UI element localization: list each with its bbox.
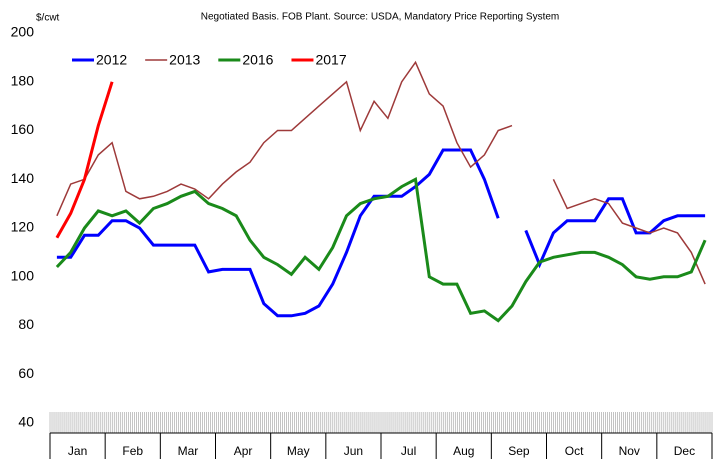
y-tick-label: 160 (11, 121, 35, 137)
legend-label: 2017 (315, 52, 346, 68)
y-tick-label: 180 (11, 72, 35, 88)
chart-title: Negotiated Basis. FOB Plant. Source: USD… (201, 12, 560, 23)
legend-label: 2016 (242, 52, 273, 68)
y-tick-label: 60 (18, 365, 34, 381)
y-tick-label: 40 (18, 414, 34, 430)
legend-label: 2013 (169, 52, 200, 68)
y-tick-label: 80 (18, 316, 34, 332)
series-line (552, 178, 706, 285)
y-tick-label: 200 (11, 24, 35, 40)
y-tick-label: 120 (11, 219, 35, 235)
legend-label: 2012 (96, 52, 127, 68)
x-tick-label: Dec (674, 444, 695, 458)
x-tick-label: May (287, 444, 310, 458)
series-line (55, 176, 707, 323)
y-tick-label: 100 (11, 267, 35, 283)
x-tick-label: Mar (178, 444, 199, 458)
x-tick-label: Apr (234, 444, 253, 458)
x-tick-label: Feb (122, 444, 143, 458)
x-tick-label: Jun (344, 444, 363, 458)
series-line (524, 197, 706, 269)
x-tick-label: Jul (401, 444, 416, 458)
series-line (55, 81, 114, 239)
y-axis-label: $/cwt (36, 13, 60, 24)
x-tick-label: Sep (508, 444, 530, 458)
x-tick-label: Nov (619, 444, 640, 458)
x-tick-label: Jan (68, 444, 87, 458)
series-line (56, 148, 500, 318)
series-line (56, 60, 513, 217)
y-tick-label: 140 (11, 170, 35, 186)
x-tick-label: Aug (453, 444, 474, 458)
x-tick-label: Oct (565, 444, 584, 458)
